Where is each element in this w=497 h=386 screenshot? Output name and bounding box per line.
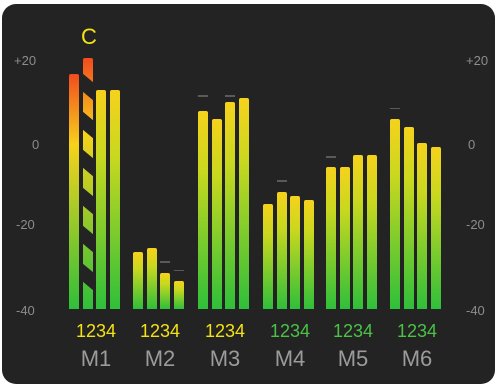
meter-m2-channel-numbers: 1234 xyxy=(139,321,181,341)
meter-m3-channel-3-peak-hold xyxy=(225,95,235,97)
meter-m4-channel-3-bar xyxy=(290,195,300,309)
clip-indicator: C xyxy=(81,24,97,49)
meter-m5-channel-4-bar xyxy=(366,155,377,309)
meter-m5-channel-2-bar xyxy=(339,167,350,309)
meter-m6-channel-3-bar xyxy=(417,142,427,309)
meter-m3-name: M3 xyxy=(209,346,241,371)
meter-m4-channel-2-peak-hold xyxy=(276,180,287,182)
scale-label-right-0: 0 xyxy=(468,137,476,152)
scale-label-left-0: 0 xyxy=(32,137,40,152)
meter-m2-channel-1-bar xyxy=(133,252,143,309)
meter-m3-channel-3-bar xyxy=(225,102,235,309)
meter-m2-channel-4-peak-hold xyxy=(173,269,184,272)
meter-m5-channel-1-bar xyxy=(326,167,336,309)
meter-m2-channel-2-bar xyxy=(146,248,157,309)
meter-m4-name: M4 xyxy=(274,346,306,371)
meter-m5-channel-3-bar xyxy=(353,155,363,309)
meter-m5-name: M5 xyxy=(337,346,369,371)
meter-m5-channel-1-peak-hold xyxy=(326,156,336,158)
meter-m5-channel-numbers: 1234 xyxy=(332,321,374,341)
meter-m2-channel-3-bar xyxy=(160,272,170,309)
meter-m4-channel-4-bar xyxy=(303,199,314,309)
scale-label-right-minus20: -20 xyxy=(466,217,485,232)
level-meter-panel: +20 0 -20 -40 +20 0 -20 -40 C 1234 M1 1234 M… xyxy=(2,4,495,384)
meter-m1-channel-numbers: 1234 xyxy=(75,321,117,341)
meter-m1-channel-1-bar xyxy=(69,74,79,309)
meter-m1-channel-4-bar xyxy=(109,90,120,309)
meter-m3-channel-numbers: 1234 xyxy=(204,321,246,341)
scale-label-left-minus40: -40 xyxy=(16,303,35,318)
scale-label-left-plus20: +20 xyxy=(14,53,37,68)
meter-m2-name: M2 xyxy=(144,346,176,371)
meter-m6-channel-numbers: 1234 xyxy=(396,321,438,341)
meter-m2-channel-4-bar xyxy=(173,280,184,309)
meter-m1-channel-3-bar xyxy=(96,90,106,309)
meter-m3-channel-1-bar xyxy=(198,110,208,309)
meter-m6-channel-1-peak-hold xyxy=(390,107,400,110)
meter-m3-channel-2-bar xyxy=(211,118,222,309)
meter-m6-channel-2-bar xyxy=(403,126,414,309)
meter-m4-channel-2-bar xyxy=(276,191,287,309)
meter-m6-channel-4-bar xyxy=(430,147,441,309)
meter-m4-channel-numbers: 1234 xyxy=(269,321,311,341)
meter-m3-channel-1-peak-hold xyxy=(198,95,208,97)
meter-m6-channel-1-bar xyxy=(390,118,400,309)
scale-label-right-plus20: +20 xyxy=(466,53,489,68)
scale-label-right-minus40: -40 xyxy=(466,303,485,318)
scale-label-left-minus20: -20 xyxy=(16,217,35,232)
meter-m3-channel-4-bar xyxy=(238,98,249,309)
meter-m4-channel-1-bar xyxy=(263,203,273,309)
meter-m6-name: M6 xyxy=(401,346,433,371)
meter-m1-channel-2-bar xyxy=(82,57,93,309)
meter-m1-name: M1 xyxy=(80,346,112,371)
meter-m2-channel-3-peak-hold xyxy=(160,261,170,263)
